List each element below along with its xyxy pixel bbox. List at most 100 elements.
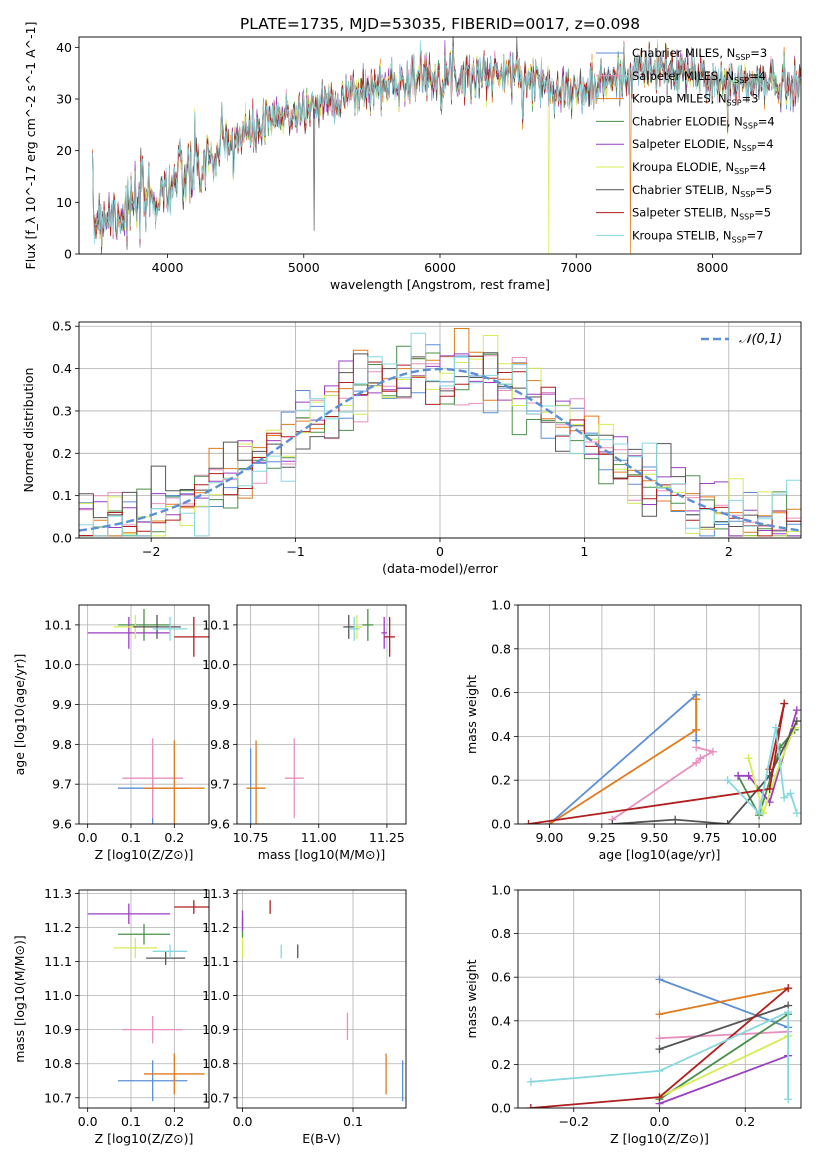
y-tick-label: 11.0 [202, 988, 230, 1003]
plus-marker [780, 699, 789, 708]
y-tick-label: 10.9 [44, 1022, 72, 1037]
x-tick-label: 4000 [152, 260, 184, 275]
y-tick-label: 11.1 [44, 954, 72, 969]
x-tick-label: 0.1 [343, 1114, 363, 1129]
mass-weight-line [530, 1010, 789, 1100]
x-tick-label: 1 [580, 544, 588, 559]
y-tick-label: 10.0 [202, 657, 230, 672]
plus-marker [692, 695, 701, 704]
y-tick-label: 9.8 [210, 737, 230, 752]
plus-marker [526, 1104, 535, 1108]
y-tick-label: 0.4 [491, 1013, 511, 1028]
x-tick-label: 10.75 [233, 830, 269, 845]
y-tick-label: 0.6 [491, 685, 511, 700]
plot-area [524, 690, 801, 824]
spectrum-line [92, 39, 801, 248]
y-tick-label: 0.5 [52, 319, 72, 334]
mass-weight-line [659, 1030, 789, 1040]
plot-area [246, 608, 396, 824]
plus-marker [744, 771, 753, 780]
x-axis-label: E(B-V) [302, 1131, 341, 1146]
plot-area [87, 608, 209, 824]
y-tick-label: 0.4 [491, 729, 511, 744]
legend-label: Chabrier MILES, NSSP=3 [632, 46, 767, 62]
x-tick-label: 0.2 [164, 830, 184, 845]
axes-frame [517, 604, 802, 825]
plus-marker [784, 1008, 793, 1017]
y-tick-label: 10.8 [44, 1056, 72, 1071]
figure-title: PLATE=1735, MJD=53035, FIBERID=0017, z=0… [240, 15, 640, 33]
x-tick-label: 11.00 [301, 830, 337, 845]
chart-residuals: −2 −1 0 1 2 0.0 0.1 0.2 0.3 0.4 0.5 (data-model)/er… [21, 319, 802, 576]
y-tick-label: 0.0 [491, 817, 511, 832]
mass-weight-line [659, 1013, 789, 1101]
chart-mass-vs-Z: 0.0 0.1 0.2 10.7 10.8 10.9 11.0 11.1 11.2 11.3 Z [… [12, 886, 210, 1146]
y-tick-label: 30 [56, 92, 72, 107]
x-tick-label: −0.2 [559, 1114, 589, 1129]
x-tick-label: 0.0 [78, 830, 98, 845]
y-tick-label: 0.3 [52, 403, 72, 418]
plus-marker [708, 747, 717, 756]
legend-label: Salpeter STELIB, NSSP=5 [632, 206, 771, 222]
y-tick-label: 40 [56, 40, 72, 55]
y-axis-label: mass weight [464, 675, 479, 754]
y-axis-label: mass [log10(M/M⊙)] [12, 935, 27, 1063]
y-tick-label: 10.8 [202, 1056, 230, 1071]
x-axis-label: wavelength [Angstrom, rest frame] [330, 277, 550, 292]
chart-massweight-vs-Z: −0.2 0.0 0.2 0.0 0.2 0.4 0.6 0.8 1.0 Z [log10(Z/Z… [464, 883, 802, 1146]
x-tick-label: −1 [286, 544, 304, 559]
plus-marker [744, 754, 753, 763]
y-tick-label: 10.7 [202, 1090, 230, 1105]
plus-marker [655, 1045, 664, 1054]
y-tick-label: 9.6 [210, 817, 230, 832]
mass-weight-line [659, 1004, 789, 1050]
y-tick-label: 9.9 [210, 697, 230, 712]
x-tick-label: 9.25 [588, 830, 616, 845]
axes-frame [236, 604, 407, 825]
y-tick-label: 11.2 [44, 920, 72, 935]
plus-marker [655, 1034, 664, 1043]
y-tick-label: 0.8 [491, 641, 511, 656]
x-tick-label: 2 [725, 544, 733, 559]
plus-marker [792, 706, 801, 715]
mass-weight-line [659, 1054, 789, 1105]
y-tick-label: 9.7 [210, 777, 230, 792]
legend-label: Chabrier STELIB, NSSP=5 [632, 183, 772, 199]
legend-label: Chabrier ELODIE, NSSP=4 [632, 114, 775, 130]
x-tick-label: 7000 [560, 260, 592, 275]
plus-marker [692, 743, 701, 752]
legend-label: 𝒩(0,1) [739, 332, 782, 347]
plus-marker [792, 717, 801, 726]
histogram-step [79, 353, 801, 537]
plus-marker [784, 984, 793, 993]
mass-weight-line [659, 978, 789, 1029]
x-axis-label: mass [log10(M/M⊙)] [258, 847, 386, 862]
x-tick-label: −2 [142, 544, 160, 559]
plus-marker [655, 1066, 664, 1075]
y-axis-label: Flux [f_λ 10^-17 erg cm^-2 s^-1 A^-1] [23, 22, 38, 270]
y-tick-label: 0.0 [491, 1101, 511, 1116]
y-tick-label: 0.2 [52, 446, 72, 461]
plus-marker [692, 758, 701, 767]
y-tick-label: 10.1 [202, 617, 230, 632]
chart-age-vs-Z: 0.0 0.1 0.2 9.6 9.7 9.8 9.9 10.0 10.1 Z [log10(Z/… [12, 604, 210, 862]
legend-label: Salpeter MILES, NSSP=4 [632, 69, 766, 85]
x-tick-label: 0 [436, 544, 444, 559]
normal-curve [79, 367, 801, 532]
plus-marker [526, 1077, 535, 1086]
legend-label: Salpeter ELODIE, NSSP=4 [632, 137, 774, 153]
y-tick-label: 0.2 [491, 773, 511, 788]
plus-marker [723, 820, 732, 824]
mass-weight-line [528, 703, 786, 824]
y-tick-label: 0.4 [52, 361, 72, 376]
y-tick-label: 11.3 [44, 886, 72, 901]
chart-massweight-vs-age: 9.00 9.25 9.50 9.75 10.00 0.0 0.2 0.4 0.6 0.8 1.0 a… [464, 598, 802, 862]
plus-marker [734, 771, 743, 780]
y-tick-label: 11.0 [44, 988, 72, 1003]
plus-marker [696, 754, 705, 763]
y-tick-label: 11.2 [202, 920, 230, 935]
x-axis-label: Z [log10(Z/Z⊙)] [95, 847, 194, 862]
plus-marker [655, 975, 664, 984]
chart-spectrum: 4000 5000 6000 7000 8000 0 10 20 30 40 wavelength … [23, 22, 802, 292]
